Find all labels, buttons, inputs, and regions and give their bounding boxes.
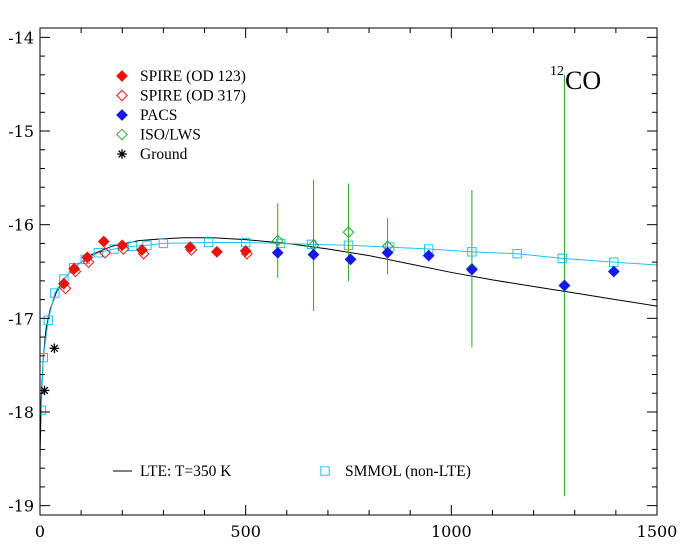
legend-label-ground: Ground (140, 146, 188, 163)
spire317-point-3 (99, 246, 111, 259)
legend-label-smmol: SMMOL (non-LTE) (345, 463, 471, 480)
axes-frame (39, 27, 658, 516)
spire123-point-5 (136, 244, 148, 256)
y-tick-label-2: -16 (8, 216, 34, 235)
legend-label-pacs: PACS (140, 107, 177, 124)
pacs-point-2 (344, 253, 357, 266)
x-tick-label-0: 0 (35, 522, 45, 541)
legend-marker-pacs (116, 109, 128, 121)
y-tick-label-3: -17 (8, 309, 34, 328)
legend-marker-smmol (320, 466, 330, 476)
spire123-point-3 (97, 235, 110, 248)
ground-point-1 (49, 343, 60, 354)
legend-label-lte: LTE: T=350 K (140, 463, 232, 480)
ground-point-0-stroke-3 (40, 386, 49, 395)
pacs-point-7 (607, 265, 620, 278)
plot-area (40, 74, 657, 497)
y-tick-label-1: -15 (8, 122, 34, 141)
legend-label-spire123: SPIRE (OD 123) (140, 68, 246, 85)
spire123-point-0 (57, 277, 70, 290)
iso-point-0 (271, 234, 284, 247)
smmol-point-16 (343, 240, 354, 250)
smmol-point-19 (467, 247, 477, 257)
legend-item-smmol: SMMOL (non-LTE) (320, 463, 471, 480)
spire123-point-8 (239, 244, 252, 257)
spire123-point-7 (210, 245, 223, 258)
smmol-point-21 (557, 253, 568, 264)
lte-model-line (40, 237, 657, 459)
smmol-point-1 (40, 352, 48, 363)
legend-item-ground: Ground (117, 146, 188, 163)
y-tick-label-0: -14 (8, 28, 34, 47)
iso-point-2 (342, 226, 355, 239)
smmol-point-3 (50, 288, 60, 298)
smmol-point-9 (127, 241, 138, 251)
spire123-point-1 (68, 262, 81, 275)
annotation: 12 CO (550, 64, 601, 95)
legend-marker-ground (117, 149, 127, 159)
annotation-molecule: CO (565, 66, 601, 95)
legend-item-iso: ISO/LWS (116, 127, 201, 144)
spire123-point-2 (81, 251, 94, 264)
smmol-point-2 (43, 315, 53, 325)
legend-marker-spire317 (116, 89, 128, 102)
pacs-point-4 (422, 249, 435, 262)
y-tick-label-4: -18 (8, 403, 34, 422)
x-tick-label-3: 1500 (637, 522, 678, 541)
smmol-point-20 (512, 249, 522, 259)
pacs-point-6 (558, 279, 571, 292)
legend-marker-iso (116, 128, 128, 141)
y-tick-label-5: -19 (8, 497, 34, 516)
spire123-point-4 (116, 239, 129, 252)
legend-item-spire123: SPIRE (OD 123) (116, 68, 246, 85)
legend-marker-spire123 (116, 70, 128, 82)
pacs-point-1 (307, 248, 320, 261)
smmol-point-14 (275, 238, 286, 249)
legend-label-iso: ISO/LWS (140, 127, 201, 144)
legend-marker-ground-stroke-3 (118, 150, 126, 158)
ground-point-0 (40, 385, 50, 396)
pacs-point-3 (381, 246, 394, 259)
axes: -14 -15 -16 -17 -18 -190 500 1000 1500 (8, 27, 678, 541)
smmol-point-0 (40, 405, 46, 415)
legend-item-pacs: PACS (116, 107, 177, 124)
legend-label-spire317: SPIRE (OD 317) (140, 88, 246, 105)
smmol-point-7 (93, 248, 104, 258)
x-tick-label-2: 1000 (431, 522, 472, 541)
smmol-point-11 (158, 238, 169, 249)
ground-point-1-stroke-3 (50, 344, 59, 353)
spire123-point-6 (184, 241, 197, 254)
smmol-point-12 (203, 237, 214, 248)
x-tick-label-1: 500 (230, 522, 261, 541)
pacs-point-5 (465, 263, 478, 276)
legend-item-lte: LTE: T=350 K (113, 463, 232, 480)
plot-clip-group (40, 74, 657, 497)
legend: SPIRE (OD 123) SPIRE (OD 317) PACS ISO/LWS G… (113, 68, 471, 480)
legend-item-spire317: SPIRE (OD 317) (116, 88, 246, 105)
pacs-point-0 (271, 246, 284, 259)
annotation-isotope-superscript: 12 (550, 64, 564, 79)
